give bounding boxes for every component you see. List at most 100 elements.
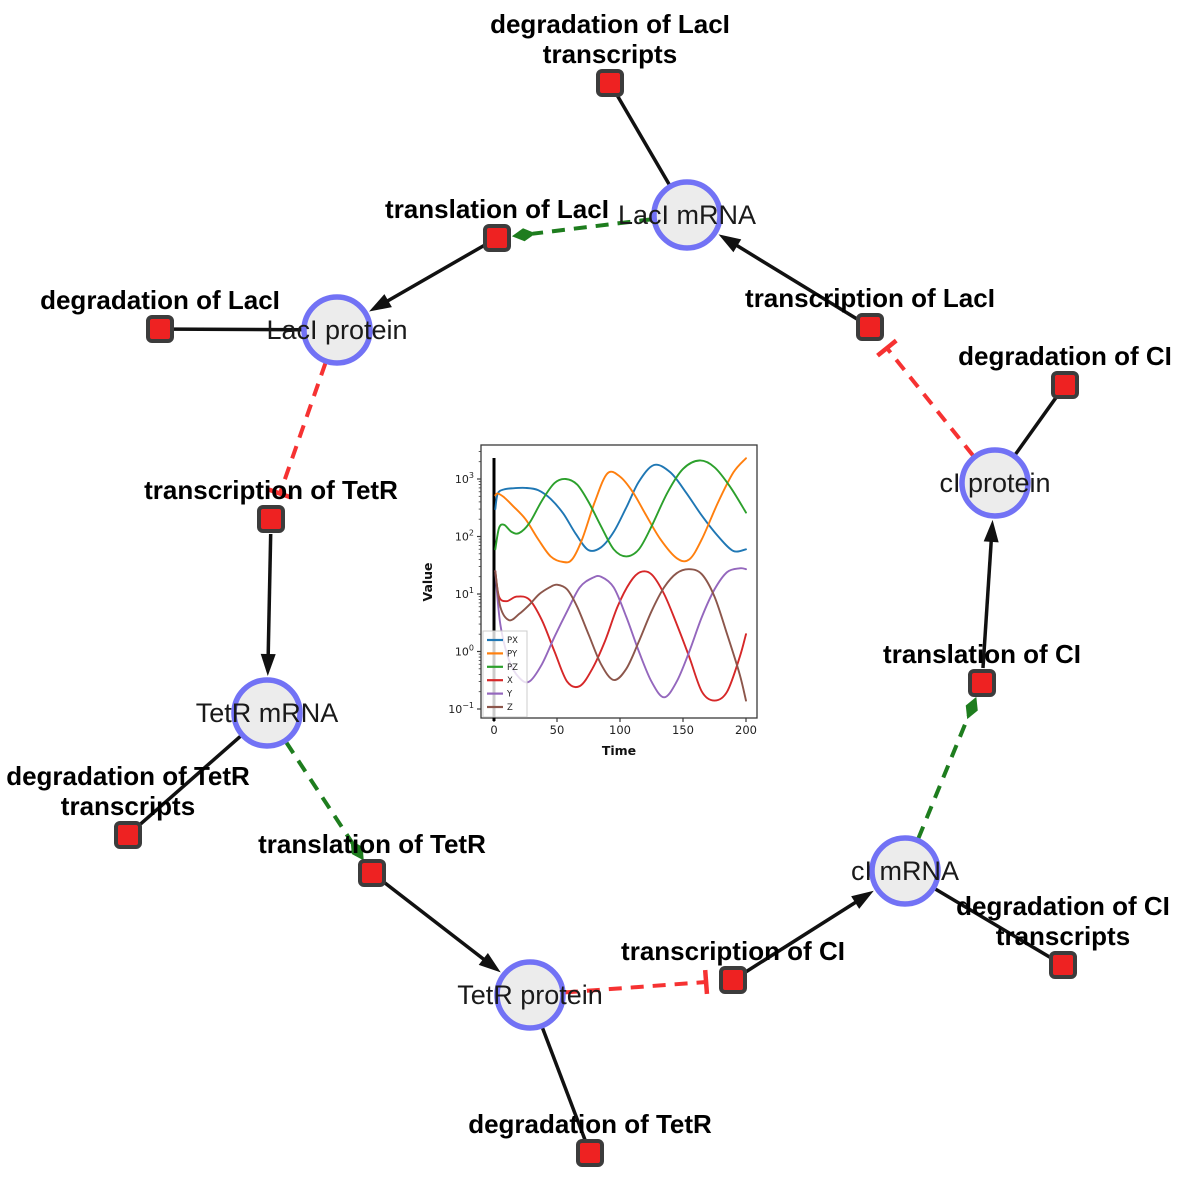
arrowhead-icon	[983, 519, 999, 543]
x-tick-label: 0	[490, 723, 497, 737]
edge-tx-laci-laci-mrna	[718, 234, 859, 321]
reaction-node-deg-ci-tx[interactable]	[1049, 951, 1077, 979]
x-axis-label: Time	[602, 743, 636, 758]
reaction-node-deg-tetr-tx[interactable]	[114, 821, 142, 849]
edge-ci-mrna-deg-ci-tx	[934, 887, 1053, 960]
reaction-node-tl-laci[interactable]	[483, 224, 511, 252]
edge-tl-ci-ci-protein	[981, 519, 999, 669]
y-tick-label: 103	[455, 471, 474, 486]
reaction-node-deg-ci[interactable]	[1051, 371, 1079, 399]
modifier-arrowhead-icon	[965, 696, 978, 720]
legend-label-Z: Z	[507, 703, 513, 713]
legend-label-PY: PY	[507, 649, 518, 659]
reaction-node-deg-tetr[interactable]	[576, 1139, 604, 1167]
legend-label-X: X	[507, 676, 513, 686]
reaction-label-deg-laci-line0: degradation of LacI	[40, 285, 280, 315]
legend-label-PX: PX	[507, 636, 518, 646]
species-node-tetr-protein[interactable]	[494, 959, 566, 1031]
species-node-laci-protein[interactable]	[301, 294, 373, 366]
series-layer	[494, 457, 747, 702]
y-tick-label: 10−1	[448, 701, 474, 716]
edge-tl-laci-laci-protein	[369, 243, 485, 312]
legend-label-PZ: PZ	[507, 663, 518, 673]
species-node-laci-mrna[interactable]	[651, 179, 723, 251]
reaction-label-deg-tetr-tx-line1: transcripts	[61, 791, 195, 821]
y-tick-label: 101	[455, 586, 474, 601]
series-curve-Z	[494, 568, 747, 702]
x-tick-label: 200	[735, 723, 757, 737]
species-node-ci-protein[interactable]	[959, 447, 1031, 519]
species-label-laci-protein: LacI protein	[266, 315, 407, 345]
reaction-label-tl-tetr-line0: translation of TetR	[258, 829, 486, 859]
chart-legend: PX PY PZ XYZ	[482, 630, 528, 718]
reaction-node-tl-tetr[interactable]	[358, 859, 386, 887]
species-node-ci-mrna[interactable]	[869, 835, 941, 907]
reaction-label-deg-ci-tx-line0: degradation of CI	[956, 891, 1170, 921]
arrowhead-icon	[369, 294, 392, 312]
species-label-ci-mrna: cI mRNA	[851, 856, 959, 886]
edge-tetr-protein-tx-ci	[564, 969, 710, 995]
reaction-node-tx-ci[interactable]	[719, 966, 747, 994]
nodes-layer	[114, 69, 1079, 1167]
reaction-node-deg-laci-tx[interactable]	[596, 69, 624, 97]
reaction-label-deg-laci-tx-line1: transcripts	[543, 39, 677, 69]
reaction-node-tx-laci[interactable]	[856, 313, 884, 341]
reaction-label-tx-laci-line0: transcription of LacI	[745, 283, 995, 313]
series-curve-PZ	[494, 459, 747, 558]
edge-ci-protein-tx-laci	[876, 338, 975, 457]
edge-tetr-mrna-deg-tetr-tx	[136, 734, 242, 828]
reaction-label-tx-ci-line0: transcription of CI	[621, 936, 845, 966]
reaction-label-deg-tetr-tx-line0: degradation of TetR	[6, 761, 250, 791]
edge-tl-tetr-tetr-protein	[382, 880, 501, 973]
edge-tetr-protein-deg-tetr	[540, 1027, 588, 1142]
edge-tx-ci-ci-mrna	[744, 890, 874, 974]
reaction-node-tx-tetr[interactable]	[257, 505, 285, 533]
inhibition-tbar-icon	[702, 969, 710, 995]
species-node-tetr-mrna[interactable]	[231, 677, 303, 749]
edges-layer	[136, 93, 1059, 1142]
species-label-ci-protein: cI protein	[939, 468, 1050, 498]
species-label-laci-mrna: LacI mRNA	[618, 200, 756, 230]
inhibition-tbar-icon	[267, 487, 292, 500]
reaction-label-deg-laci-tx-line0: degradation of LacI	[490, 9, 730, 39]
legend-label-Y: Y	[506, 690, 513, 700]
reaction-node-deg-laci[interactable]	[146, 315, 174, 343]
inhibition-tbar-icon	[876, 338, 898, 358]
arrowhead-icon	[718, 234, 742, 253]
reaction-label-deg-ci-line0: degradation of CI	[958, 341, 1172, 371]
edge-tetr-mrna-tl-tetr	[284, 741, 364, 861]
edge-laci-mrna-tl-laci	[511, 217, 653, 242]
reaction-label-deg-tetr-line0: degradation of TetR	[468, 1109, 712, 1139]
y-axis-label: Value	[420, 562, 435, 601]
edge-laci-mrna-deg-laci-tx	[615, 93, 671, 186]
y-tick-label: 100	[455, 644, 474, 659]
reaction-label-tl-laci-line0: translation of LacI	[385, 194, 609, 224]
series-curve-PY	[494, 457, 747, 564]
y-tick-label: 102	[455, 529, 474, 544]
species-label-tetr-mrna: TetR mRNA	[196, 698, 339, 728]
timeseries-inset-chart: 0 50 100 150 20010−1100101102103TimeValuePXP…	[420, 444, 758, 758]
arrowhead-icon	[478, 953, 501, 973]
arrowhead-icon	[851, 890, 874, 909]
x-tick-label: 150	[672, 723, 694, 737]
reaction-label-tl-ci-line0: translation of CI	[883, 639, 1081, 669]
edge-laci-protein-tx-tetr	[267, 362, 328, 500]
edge-ci-mrna-tl-ci	[916, 696, 978, 840]
series-curve-PX	[494, 463, 747, 553]
reaction-label-tx-tetr-line0: transcription of TetR	[144, 475, 398, 505]
edge-tx-tetr-tetr-mrna	[260, 533, 276, 677]
series-curve-X	[494, 570, 747, 702]
modifier-arrowhead-icon	[350, 840, 364, 861]
species-label-tetr-protein: TetR protein	[457, 980, 603, 1010]
x-tick-label: 50	[550, 723, 565, 737]
reaction-node-tl-ci[interactable]	[968, 669, 996, 697]
edge-laci-protein-deg-laci	[172, 327, 303, 332]
modifier-arrowhead-icon	[511, 228, 536, 242]
arrowhead-icon	[260, 653, 276, 677]
x-tick-label: 100	[609, 723, 631, 737]
edge-ci-protein-deg-ci	[1013, 394, 1059, 456]
labels-layer: LacI mRNA LacI protein TetR mRNA TetR prote…	[6, 9, 1172, 1139]
reaction-label-deg-ci-tx-line1: transcripts	[996, 921, 1130, 951]
